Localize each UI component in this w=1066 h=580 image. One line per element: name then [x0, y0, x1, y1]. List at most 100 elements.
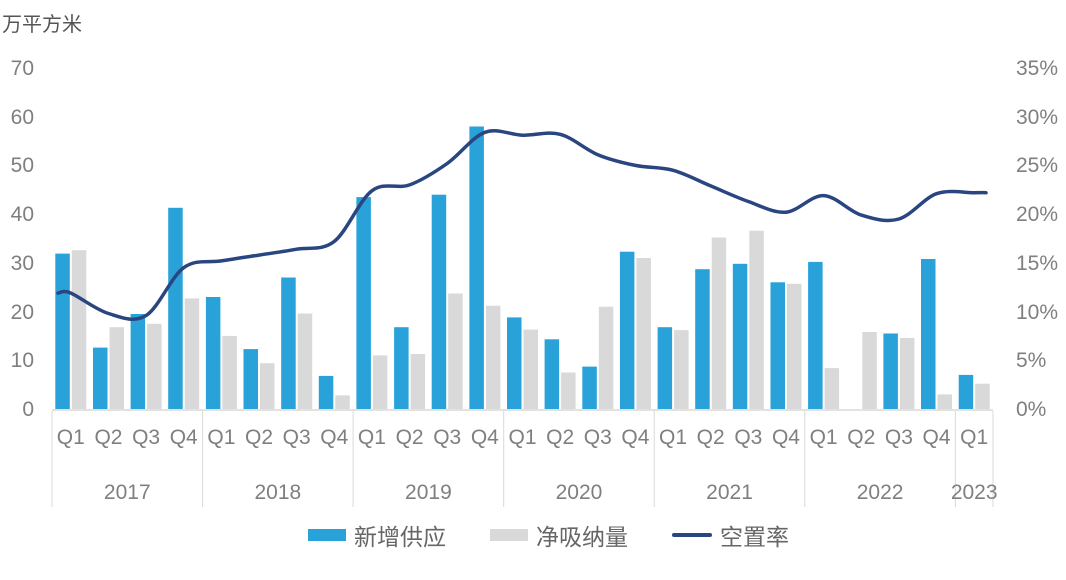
- quarter-label: Q1: [357, 426, 386, 449]
- quarter-label: Q4: [470, 426, 499, 449]
- quarter-label: Q1: [508, 426, 537, 449]
- bar-net-absorption: [711, 237, 727, 409]
- vacancy-rate-line-swatch-icon: [672, 533, 712, 537]
- bar-net-absorption: [561, 372, 576, 409]
- quarter-label: Q4: [169, 426, 198, 449]
- y-axis-tick-left: 30: [10, 251, 34, 275]
- quarter-label: Q4: [771, 426, 800, 449]
- quarter-label: Q3: [282, 426, 311, 449]
- bar-new-supply: [281, 277, 296, 409]
- bar-net-absorption: [109, 327, 124, 409]
- bar-net-absorption: [372, 355, 388, 409]
- legend-label-net-absorption: 净吸纳量: [536, 524, 628, 550]
- year-label: 2018: [254, 481, 302, 504]
- bar-net-absorption: [975, 383, 990, 409]
- y-axis-tick-left: 60: [10, 105, 34, 129]
- year-label: 2020: [555, 481, 603, 504]
- y-axis-tick-left: 50: [10, 154, 34, 178]
- bar-net-absorption: [674, 330, 689, 409]
- year-label: 2023: [950, 481, 998, 504]
- bar-new-supply: [356, 197, 371, 409]
- bar-net-absorption: [824, 368, 840, 409]
- y-axis-tick-right: 20%: [1016, 203, 1059, 227]
- y-axis-tick-right: 0%: [1016, 398, 1047, 421]
- bar-net-absorption: [862, 332, 877, 409]
- legend-item-new-supply: 新增供应: [308, 518, 446, 552]
- quarter-label: Q3: [433, 426, 462, 449]
- bar-new-supply: [921, 259, 936, 409]
- y-axis-tick-right: 10%: [1016, 300, 1059, 324]
- bar-new-supply: [431, 194, 447, 409]
- bar-net-absorption: [260, 363, 275, 409]
- bar-net-absorption: [523, 329, 538, 409]
- quarter-label: Q3: [884, 426, 913, 449]
- bar-new-supply: [657, 327, 673, 409]
- y-axis-tick-left: 40: [10, 203, 34, 227]
- left-axis-unit-label: 万平方米: [2, 14, 82, 36]
- year-label: 2017: [103, 481, 151, 504]
- bar-new-supply: [619, 251, 635, 409]
- year-label: 2019: [405, 481, 452, 504]
- bar-new-supply: [808, 261, 823, 409]
- net-absorption-swatch-icon: [490, 529, 528, 541]
- y-axis-tick-right: 25%: [1016, 154, 1059, 178]
- legend-label-vacancy-rate: 空置率: [720, 524, 789, 550]
- bar-new-supply: [205, 297, 221, 409]
- bar-new-supply: [958, 374, 974, 409]
- bar-net-absorption: [71, 250, 87, 409]
- bar-new-supply: [243, 349, 258, 409]
- legend-item-vacancy-rate: 空置率: [672, 518, 789, 552]
- bar-new-supply: [695, 269, 710, 409]
- bar-net-absorption: [787, 283, 802, 409]
- bar-new-supply: [507, 317, 522, 409]
- bar-net-absorption: [448, 293, 463, 409]
- quarter-label: Q1: [960, 426, 989, 449]
- y-axis-tick-right: 35%: [1016, 57, 1059, 80]
- quarter-label: Q4: [621, 426, 650, 449]
- bar-net-absorption: [749, 230, 764, 409]
- year-label: 2022: [856, 481, 904, 504]
- quarter-label: Q2: [847, 426, 876, 449]
- quarter-label: Q3: [132, 426, 161, 449]
- bar-net-absorption: [410, 354, 426, 409]
- bar-net-absorption: [899, 337, 915, 409]
- quarter-label: Q2: [546, 426, 575, 449]
- bar-new-supply: [544, 339, 560, 409]
- quarter-label: Q2: [94, 426, 123, 449]
- quarter-label: Q1: [207, 426, 236, 449]
- bar-net-absorption: [147, 323, 162, 409]
- bar-new-supply: [130, 314, 146, 409]
- quarter-label: Q2: [696, 426, 725, 449]
- vacancy-rate-line: [56, 128, 988, 321]
- bar-new-supply: [168, 207, 183, 409]
- quarter-label: Q1: [56, 426, 85, 449]
- bar-new-supply: [55, 253, 70, 409]
- y-axis-tick-left: 70: [10, 57, 34, 80]
- quarter-label: Q2: [245, 426, 274, 449]
- quarter-label: Q1: [809, 426, 838, 449]
- bar-new-supply: [93, 347, 108, 409]
- quarter-label: Q3: [734, 426, 763, 449]
- legend: 新增供应 净吸纳量 空置率: [308, 518, 789, 552]
- bar-net-absorption: [598, 306, 614, 409]
- bar-net-absorption: [636, 258, 651, 409]
- quarter-label: Q2: [395, 426, 424, 449]
- y-axis-tick-right: 5%: [1016, 349, 1047, 373]
- bar-new-supply: [394, 327, 409, 409]
- legend-item-net-absorption: 净吸纳量: [490, 518, 628, 552]
- bar-net-absorption: [222, 335, 237, 409]
- bar-net-absorption: [184, 298, 200, 409]
- bar-net-absorption: [937, 394, 952, 409]
- legend-label-new-supply: 新增供应: [354, 524, 446, 550]
- bar-new-supply: [732, 263, 748, 409]
- quarter-label: Q3: [583, 426, 612, 449]
- y-axis-tick-left: 0: [22, 398, 34, 421]
- bar-new-supply: [469, 126, 484, 409]
- y-axis-tick-left: 20: [10, 300, 34, 324]
- bar-new-supply: [582, 366, 597, 409]
- bar-net-absorption: [335, 395, 350, 409]
- y-axis-tick-left: 10: [10, 349, 34, 373]
- quarter-label: Q4: [320, 426, 349, 449]
